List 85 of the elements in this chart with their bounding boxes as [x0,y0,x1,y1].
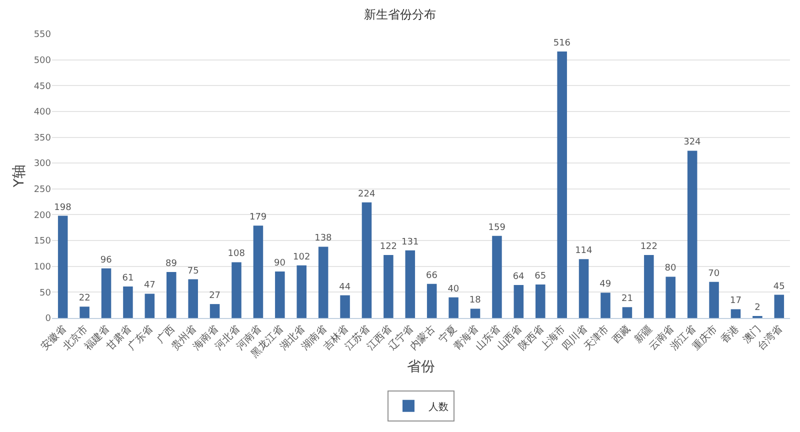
data-label: 2 [754,303,760,313]
data-label: 65 [534,271,546,282]
bar [144,294,155,318]
data-label: 108 [228,249,246,260]
bar [296,265,306,318]
data-label: 70 [708,268,720,279]
bar [405,250,416,318]
data-label: 198 [54,202,72,213]
data-label: 66 [426,270,438,281]
bar [709,282,719,318]
data-label: 90 [274,258,286,269]
data-label: 114 [575,246,593,256]
data-label: 122 [380,242,398,252]
x-tick-label: 香港 [718,323,742,346]
legend-label: 人数 [428,402,448,413]
y-tick-label: 550 [34,30,52,40]
bar [275,272,285,318]
bar [123,286,133,318]
data-label: 40 [448,284,460,294]
bar [426,284,437,318]
bar [362,202,372,318]
data-label: 138 [314,234,332,244]
bar [188,279,198,318]
bar [210,304,220,318]
data-label: 80 [664,264,676,274]
y-tick-label: 450 [34,82,52,92]
data-label: 102 [293,252,310,262]
bar [644,255,654,318]
bar [448,297,458,318]
data-label: 47 [144,280,156,291]
data-label: 122 [640,242,658,252]
data-label: 89 [166,259,178,270]
y-axis-title: Y轴 [11,164,28,188]
data-label: 96 [100,255,112,266]
bar [166,272,176,318]
x-tick-label: 西藏 [610,323,633,346]
bar [514,284,524,318]
data-label: 324 [684,138,702,148]
y-tick-label: 250 [34,185,52,196]
y-tick-label: 100 [34,262,52,273]
bar [666,276,676,318]
bar [600,292,610,318]
bar [557,52,567,318]
data-label: 18 [469,296,482,306]
y-tick-label: 200 [34,210,52,221]
bar [58,216,68,318]
data-label: 64 [512,272,525,282]
data-label: 17 [730,296,742,306]
bar [470,308,480,318]
y-tick-label: 0 [45,314,52,324]
y-tick-label: 500 [34,56,52,66]
data-label: 45 [773,282,785,292]
bar [340,295,350,318]
data-label: 27 [209,291,221,302]
bar [578,259,589,318]
chart-title: 新生省份分布 [364,7,436,22]
data-label: 179 [249,212,267,223]
bar [730,309,741,318]
data-label: 224 [358,189,376,200]
data-label: 44 [339,282,351,292]
bar [232,262,242,318]
data-label: 131 [402,237,419,248]
data-label: 49 [600,280,612,290]
bar [253,226,264,318]
data-label: 75 [187,266,199,276]
bar [774,294,784,318]
bar [687,150,698,318]
bar [318,246,328,318]
y-tick-label: 350 [34,133,52,144]
y-tick-label: 300 [34,159,52,170]
data-label: 159 [488,222,506,233]
x-axis-title: 省份 [407,359,435,376]
bar [492,236,502,318]
bar [622,307,632,318]
y-tick-label: 50 [40,288,52,298]
y-tick-label: 150 [34,236,52,247]
data-label: 516 [553,38,571,49]
y-tick-label: 400 [34,108,52,118]
bar [536,284,546,318]
bar [101,268,112,318]
data-label: 22 [78,294,90,304]
bar [80,306,90,318]
data-label: 21 [621,294,633,304]
bar [384,255,394,318]
data-label: 61 [122,274,134,284]
